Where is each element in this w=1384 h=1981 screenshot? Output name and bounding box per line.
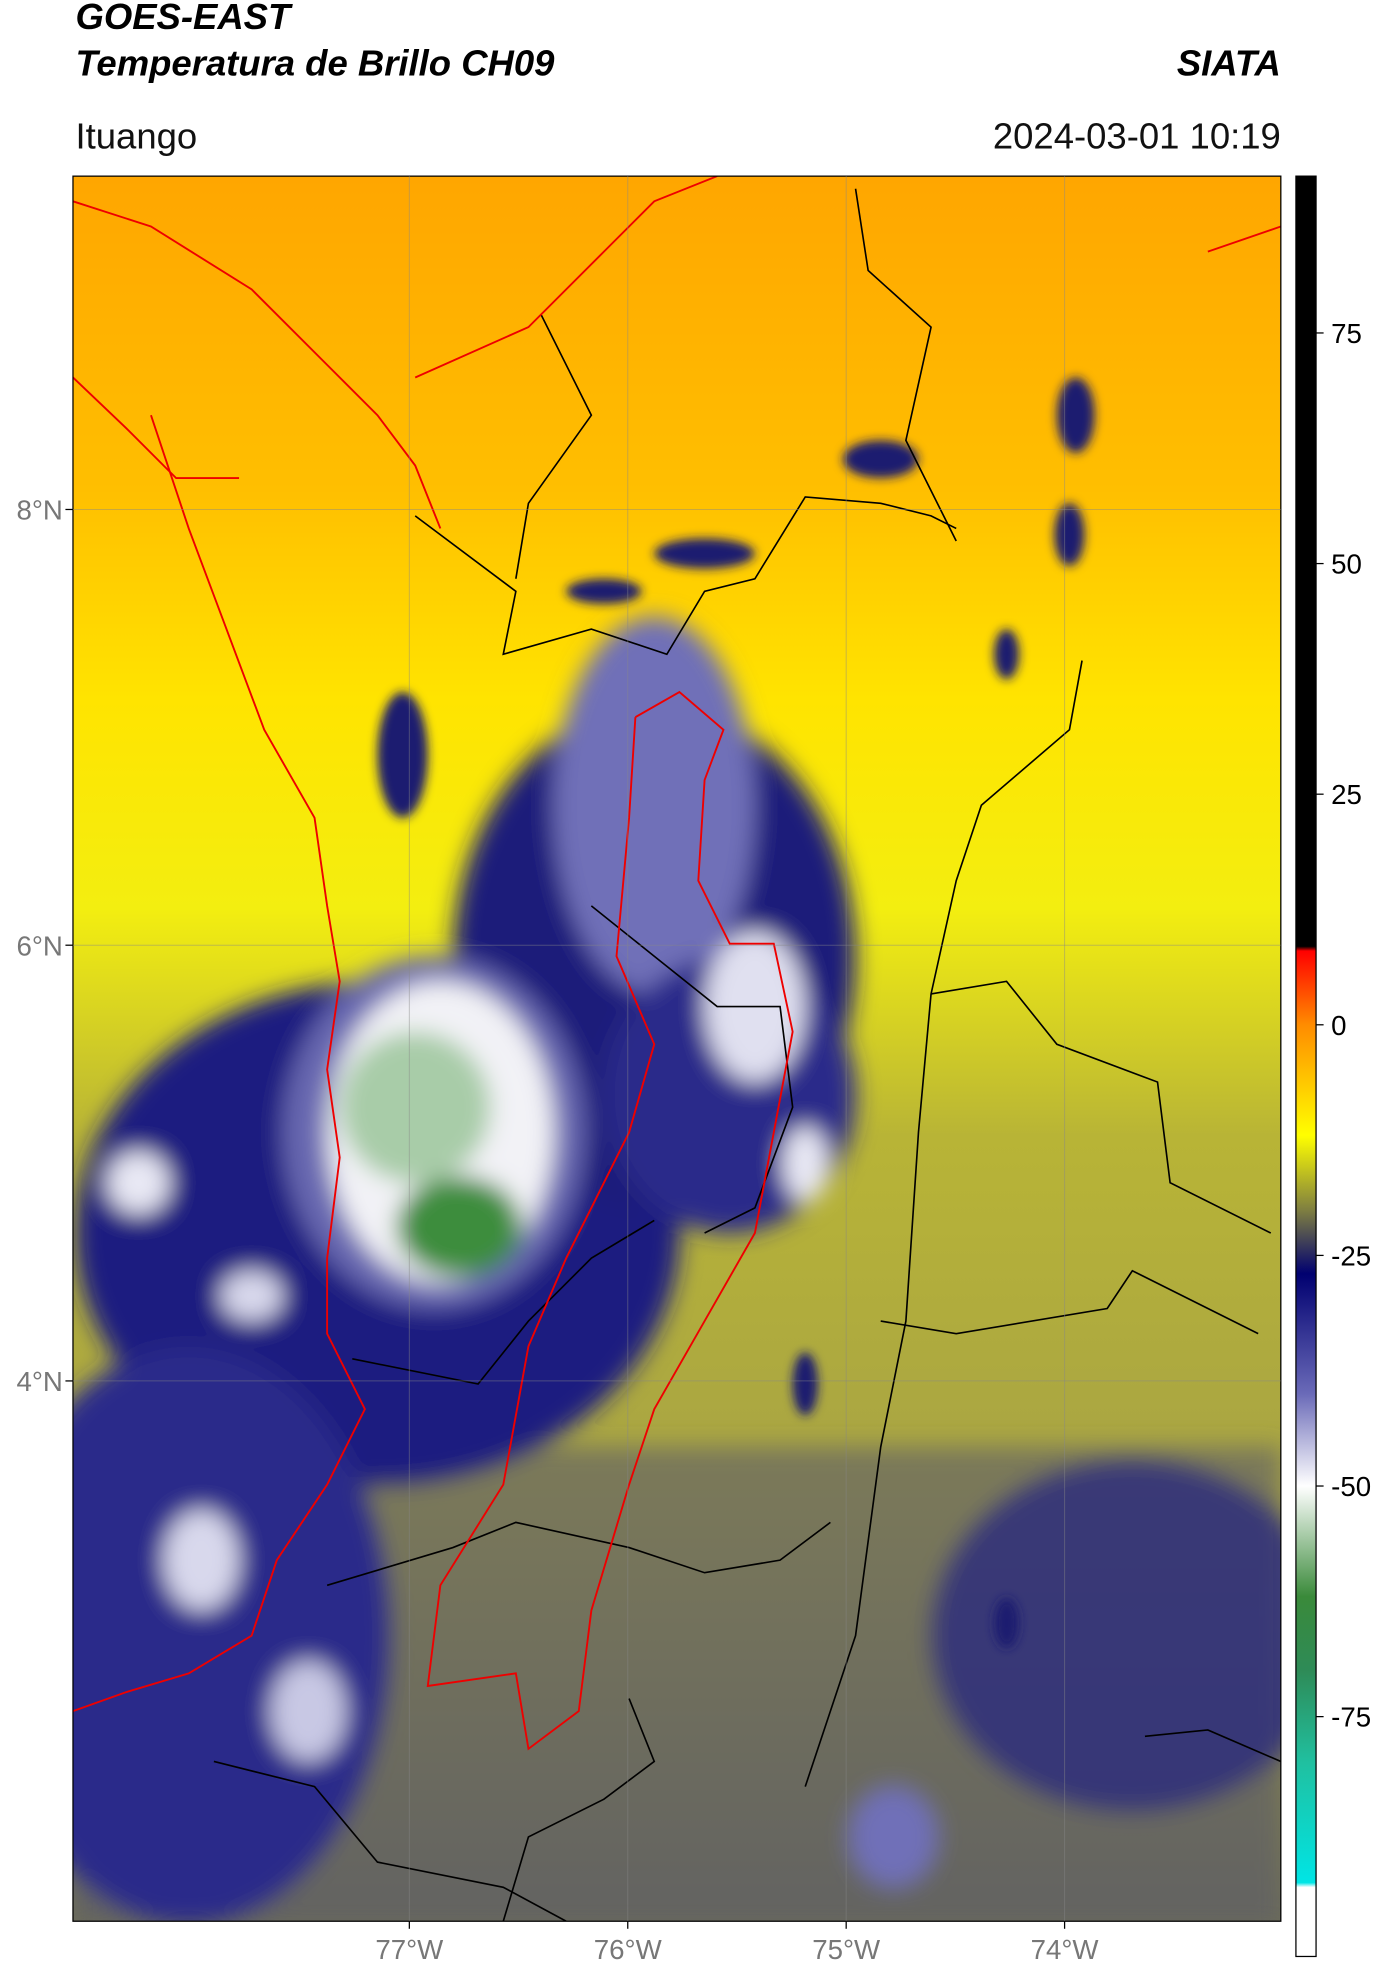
x-tick-label: 76°W [594,1934,663,1965]
map-frame [72,175,1282,1922]
location: Ituango [75,115,197,156]
x-tick-label: 77°W [375,1934,444,1965]
organization: SIATA [1177,42,1281,83]
colorbar-tick-label: 50 [1331,549,1362,580]
colorbar: 75 50 25 0 -25 -50 -75 [1295,175,1371,1958]
subtitle: Temperatura de Brillo CH09 [75,42,555,83]
title: GOES-EAST [75,0,293,37]
y-tick-label: 8°N [16,495,62,526]
cloud-field [72,616,1281,1922]
colorbar-tick-label: -75 [1331,1702,1371,1733]
colorbar-tick-label: 75 [1331,318,1362,349]
coastline-and-region [72,176,1281,1751]
datetime: 2024-03-01 10:19 [993,115,1281,156]
satellite-image [72,176,1281,1922]
colorbar-tick-label: -50 [1331,1471,1371,1502]
political-borders [213,188,1281,1922]
cloud-streaks [377,377,1095,1649]
x-tick-label: 75°W [812,1934,881,1965]
axes: 77°W 76°W 75°W 74°W 8°N 6°N 4°N [16,176,1281,1965]
colorbar-ramp [1295,175,1317,1958]
colorbar-tick-label: 0 [1331,1010,1346,1041]
x-tick-label: 74°W [1031,1934,1100,1965]
y-tick-label: 6°N [16,930,62,961]
y-tick-label: 4°N [16,1366,62,1397]
colorbar-tick-label: 25 [1331,779,1362,810]
colorbar-tick-label: -25 [1331,1240,1371,1271]
